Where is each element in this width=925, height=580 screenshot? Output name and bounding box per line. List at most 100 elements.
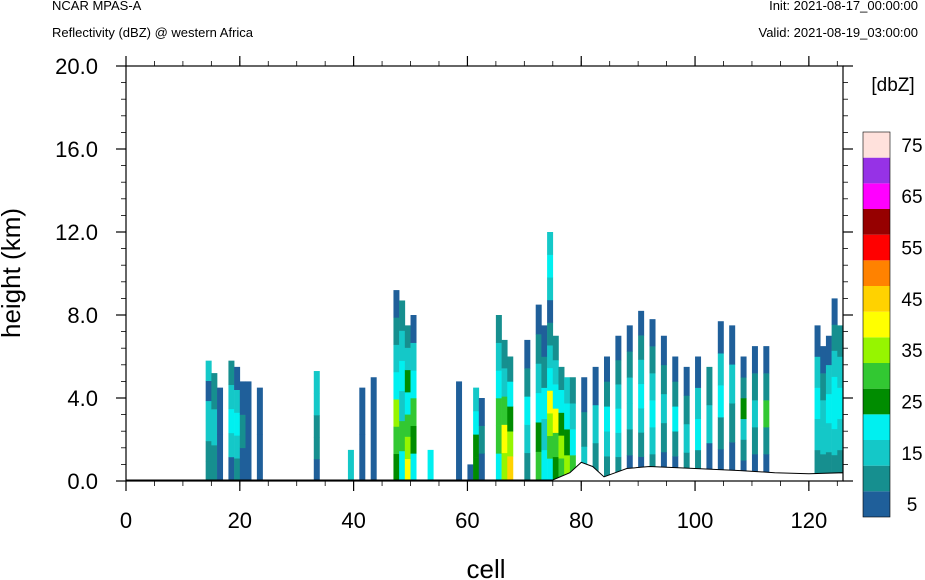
cell-96-1 bbox=[672, 431, 679, 457]
cell-76-0 bbox=[558, 458, 565, 482]
cell-122-2 bbox=[820, 400, 827, 428]
cell-110-4 bbox=[751, 346, 758, 374]
cell-106-3 bbox=[729, 325, 736, 365]
cell-74-6 bbox=[547, 322, 554, 346]
colorbar-label-45: 45 bbox=[901, 290, 922, 311]
cell-19-0 bbox=[234, 458, 241, 482]
colorbar-swatch-2 bbox=[863, 440, 890, 466]
cell-125-1 bbox=[837, 418, 844, 451]
cell-94-0 bbox=[660, 451, 667, 482]
cell-50-1 bbox=[410, 425, 417, 454]
cell-66-3 bbox=[501, 368, 508, 397]
cell-86-5 bbox=[615, 335, 622, 361]
cell-110-0 bbox=[751, 454, 758, 482]
cell-100-1 bbox=[695, 418, 702, 451]
cell-61-3 bbox=[473, 387, 480, 412]
field-title: Reflectivity (dBZ) @ western Africa bbox=[52, 25, 254, 40]
colorbar-swatch-4 bbox=[863, 388, 890, 415]
cell-49-2 bbox=[404, 414, 411, 437]
cell-47-5 bbox=[393, 317, 400, 345]
cell-41-0 bbox=[359, 434, 366, 482]
cell-84-1 bbox=[604, 431, 610, 457]
init-time: Init: 2021-08-17_00:00:00 bbox=[769, 0, 918, 13]
cell-61-0 bbox=[473, 457, 480, 482]
cell-74-2 bbox=[547, 413, 554, 437]
cell-123-4 bbox=[825, 335, 832, 366]
cell-112-0 bbox=[763, 454, 770, 482]
cell-74-0 bbox=[547, 458, 554, 482]
cell-78-2 bbox=[569, 403, 576, 430]
cell-20-2 bbox=[239, 381, 246, 415]
cell-23-1 bbox=[256, 387, 263, 435]
cell-73-2 bbox=[541, 387, 548, 420]
cell-66-4 bbox=[501, 339, 508, 369]
cell-19-3 bbox=[234, 389, 241, 413]
cell-108-2 bbox=[740, 418, 747, 440]
cell-50-4 bbox=[410, 342, 417, 371]
cell-65-0 bbox=[495, 453, 502, 482]
cell-106-1 bbox=[729, 403, 736, 443]
y-tick-label-20.0: 20.0 bbox=[55, 54, 98, 79]
cell-124-5 bbox=[831, 324, 838, 351]
cell-90-6 bbox=[638, 310, 645, 336]
cell-50-5 bbox=[410, 315, 417, 343]
x-tick-label-20: 20 bbox=[228, 508, 252, 533]
cell-125-0 bbox=[837, 449, 844, 482]
cell-90-3 bbox=[638, 383, 645, 409]
cell-65-4 bbox=[495, 342, 502, 371]
cell-77-1 bbox=[564, 429, 571, 456]
cell-86-1 bbox=[615, 432, 622, 458]
cell-66-1 bbox=[501, 424, 508, 454]
cell-110-1 bbox=[751, 427, 758, 455]
cell-94-2 bbox=[660, 393, 667, 424]
cell-86-4 bbox=[615, 359, 622, 385]
cell-124-6 bbox=[831, 298, 838, 325]
cell-125-4 bbox=[837, 325, 844, 357]
cell-124-0 bbox=[831, 454, 838, 482]
cell-76-3 bbox=[558, 389, 565, 413]
cell-73-1 bbox=[541, 418, 548, 451]
cell-76-1 bbox=[558, 435, 565, 459]
cell-96-4 bbox=[672, 356, 679, 382]
cell-90-2 bbox=[638, 408, 645, 433]
cell-75-4 bbox=[552, 359, 559, 385]
cell-18-1 bbox=[228, 432, 235, 458]
cell-88-5 bbox=[626, 325, 633, 352]
cell-62-2 bbox=[478, 398, 485, 426]
cell-124-1 bbox=[831, 428, 838, 456]
cell-65-5 bbox=[495, 315, 502, 343]
cell-98-0 bbox=[683, 452, 690, 482]
colorbar-label-15: 15 bbox=[901, 444, 922, 465]
y-tick-label-4.0: 4.0 bbox=[67, 386, 98, 411]
cell-20-1 bbox=[239, 414, 246, 449]
cell-67-1 bbox=[507, 431, 514, 457]
colorbar-label-25: 25 bbox=[901, 393, 922, 414]
cell-92-2 bbox=[649, 400, 656, 428]
cell-33-3 bbox=[313, 393, 320, 416]
cell-123-0 bbox=[825, 451, 832, 482]
cell-121-2 bbox=[814, 387, 821, 420]
cell-94-4 bbox=[660, 335, 667, 366]
cell-124-2 bbox=[831, 402, 838, 430]
cell-58-0 bbox=[456, 381, 463, 482]
cell-80-1 bbox=[581, 411, 588, 447]
cell-123-1 bbox=[825, 422, 832, 453]
cell-100-0 bbox=[695, 449, 702, 482]
cell-84-2 bbox=[604, 406, 610, 432]
cell-74-1 bbox=[547, 435, 554, 459]
cell-124-3 bbox=[831, 376, 838, 404]
cell-20-0 bbox=[239, 447, 246, 482]
cell-21-0 bbox=[245, 431, 252, 482]
cell-75-0 bbox=[552, 456, 559, 482]
cell-98-2 bbox=[683, 395, 690, 425]
cell-47-3 bbox=[393, 371, 400, 400]
cell-112-2 bbox=[763, 400, 770, 428]
cell-92-5 bbox=[649, 319, 656, 347]
cell-104-2 bbox=[717, 385, 724, 418]
cell-65-1 bbox=[495, 425, 502, 454]
cell-110-3 bbox=[751, 373, 758, 401]
colorbar-swatch-13 bbox=[863, 157, 890, 184]
cell-77-3 bbox=[564, 377, 571, 404]
x-axis-label: cell bbox=[466, 554, 505, 580]
cell-121-1 bbox=[814, 418, 821, 451]
